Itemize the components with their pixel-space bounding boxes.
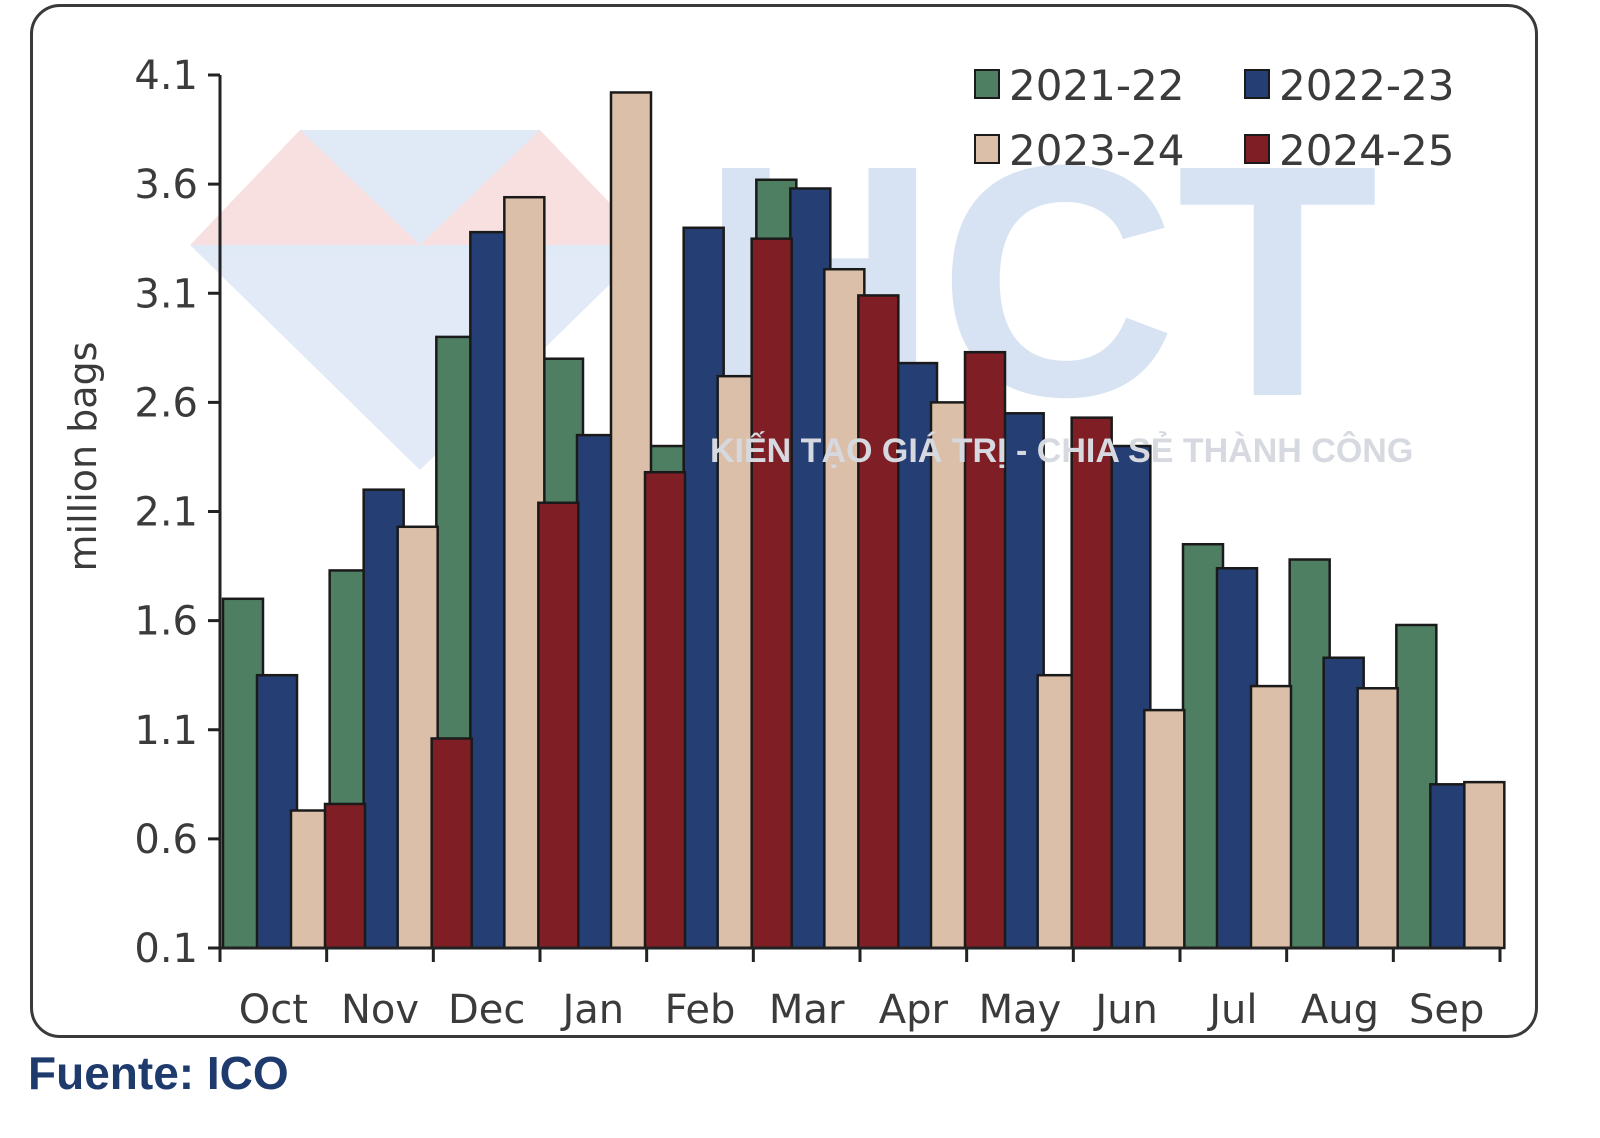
x-tick-label: Sep bbox=[1409, 987, 1484, 1033]
bar-2024-25-Mar bbox=[857, 294, 900, 950]
legend: 2021-22 2022-23 2023-24 2024-25 bbox=[974, 61, 1455, 175]
bar-2023-24-Sep bbox=[1463, 780, 1506, 950]
x-tick-label: Oct bbox=[239, 987, 308, 1033]
source-note: Fuente: ICO bbox=[28, 1047, 289, 1099]
legend-swatch-2022-23 bbox=[1244, 69, 1270, 99]
bar-2023-24-Aug bbox=[1356, 687, 1399, 950]
bars-layer bbox=[221, 91, 1506, 950]
x-tick-label: May bbox=[979, 987, 1062, 1033]
x-tick-label: Jun bbox=[1092, 987, 1158, 1033]
y-tick-label: 2.1 bbox=[134, 490, 198, 536]
y-tick-label: 1.1 bbox=[134, 708, 198, 754]
legend-swatch-2024-25 bbox=[1244, 134, 1270, 164]
bar-2024-25-May bbox=[1070, 416, 1113, 950]
x-tick-label: Jul bbox=[1206, 987, 1257, 1033]
legend-label-2024-25: 2024-25 bbox=[1279, 126, 1455, 175]
x-tick-label: Feb bbox=[665, 987, 736, 1033]
y-tick-label: 4.1 bbox=[134, 53, 198, 99]
bar-2023-24-Jul bbox=[1249, 684, 1293, 950]
legend-swatch-2023-24 bbox=[974, 134, 1000, 164]
x-tick-label: Mar bbox=[769, 987, 845, 1033]
bar-2023-24-Jun bbox=[1143, 708, 1186, 950]
bar-2024-25-Oct bbox=[323, 802, 367, 950]
bar-2024-25-Nov bbox=[430, 737, 473, 950]
legend-label-2022-23: 2022-23 bbox=[1279, 61, 1455, 110]
y-tick-label: 0.6 bbox=[134, 817, 198, 863]
x-tick-label: Nov bbox=[341, 987, 419, 1033]
legend-label-2023-24: 2023-24 bbox=[1009, 126, 1185, 175]
y-tick-label: 3.1 bbox=[134, 271, 198, 317]
bar-2024-25-Feb bbox=[750, 237, 793, 950]
x-tick-label: Apr bbox=[879, 987, 949, 1033]
y-axis-label: million bags bbox=[61, 342, 105, 572]
x-tick-label: Aug bbox=[1301, 987, 1379, 1033]
x-tick-label: Jan bbox=[559, 987, 624, 1033]
bar-2024-25-Jan bbox=[643, 470, 687, 950]
y-tick-label: 3.6 bbox=[134, 162, 198, 208]
y-tick-label: 1.6 bbox=[134, 599, 198, 645]
axes-layer: 0.1 0.6 1.1 1.6 2.1 2.6 3.1 3.6 4.1 Oct Nov Dec Jan F… bbox=[61, 53, 1502, 1033]
x-tick-label: Dec bbox=[448, 987, 525, 1033]
y-tick-label: 0.1 bbox=[134, 926, 198, 972]
legend-label-2021-22: 2021-22 bbox=[1009, 61, 1185, 110]
legend-swatch-2021-22 bbox=[974, 69, 1000, 99]
watermark-diamond-mid bbox=[300, 130, 540, 245]
watermark-tagline: KIẾN TẠO GIÁ TRỊ - CHIA SẺ THÀNH CÔNG bbox=[710, 431, 1413, 470]
bar-2024-25-Dec bbox=[537, 501, 580, 950]
y-tick-label: 2.6 bbox=[134, 380, 198, 426]
